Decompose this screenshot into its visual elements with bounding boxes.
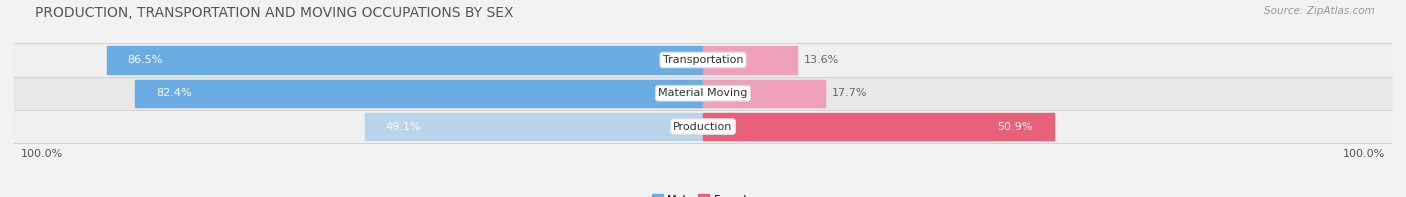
Text: Material Moving: Material Moving — [658, 88, 748, 98]
Text: 82.4%: 82.4% — [156, 88, 191, 98]
Text: Source: ZipAtlas.com: Source: ZipAtlas.com — [1264, 6, 1375, 16]
Bar — [14, 43, 1392, 77]
Text: 49.1%: 49.1% — [385, 122, 420, 132]
Bar — [135, 80, 703, 107]
Bar — [107, 46, 703, 74]
Legend: Male, Female: Male, Female — [647, 190, 759, 197]
Text: Production: Production — [673, 122, 733, 132]
Bar — [703, 46, 797, 74]
Text: 86.5%: 86.5% — [128, 55, 163, 65]
Text: 13.6%: 13.6% — [804, 55, 839, 65]
Text: 50.9%: 50.9% — [998, 122, 1033, 132]
Bar — [14, 110, 1392, 143]
Bar — [14, 77, 1392, 110]
Text: 100.0%: 100.0% — [21, 149, 63, 159]
Bar — [364, 113, 703, 140]
Text: 100.0%: 100.0% — [1343, 149, 1385, 159]
Text: 17.7%: 17.7% — [832, 88, 868, 98]
Text: PRODUCTION, TRANSPORTATION AND MOVING OCCUPATIONS BY SEX: PRODUCTION, TRANSPORTATION AND MOVING OC… — [35, 6, 513, 20]
Bar — [703, 80, 825, 107]
Bar — [703, 113, 1053, 140]
Text: Transportation: Transportation — [662, 55, 744, 65]
